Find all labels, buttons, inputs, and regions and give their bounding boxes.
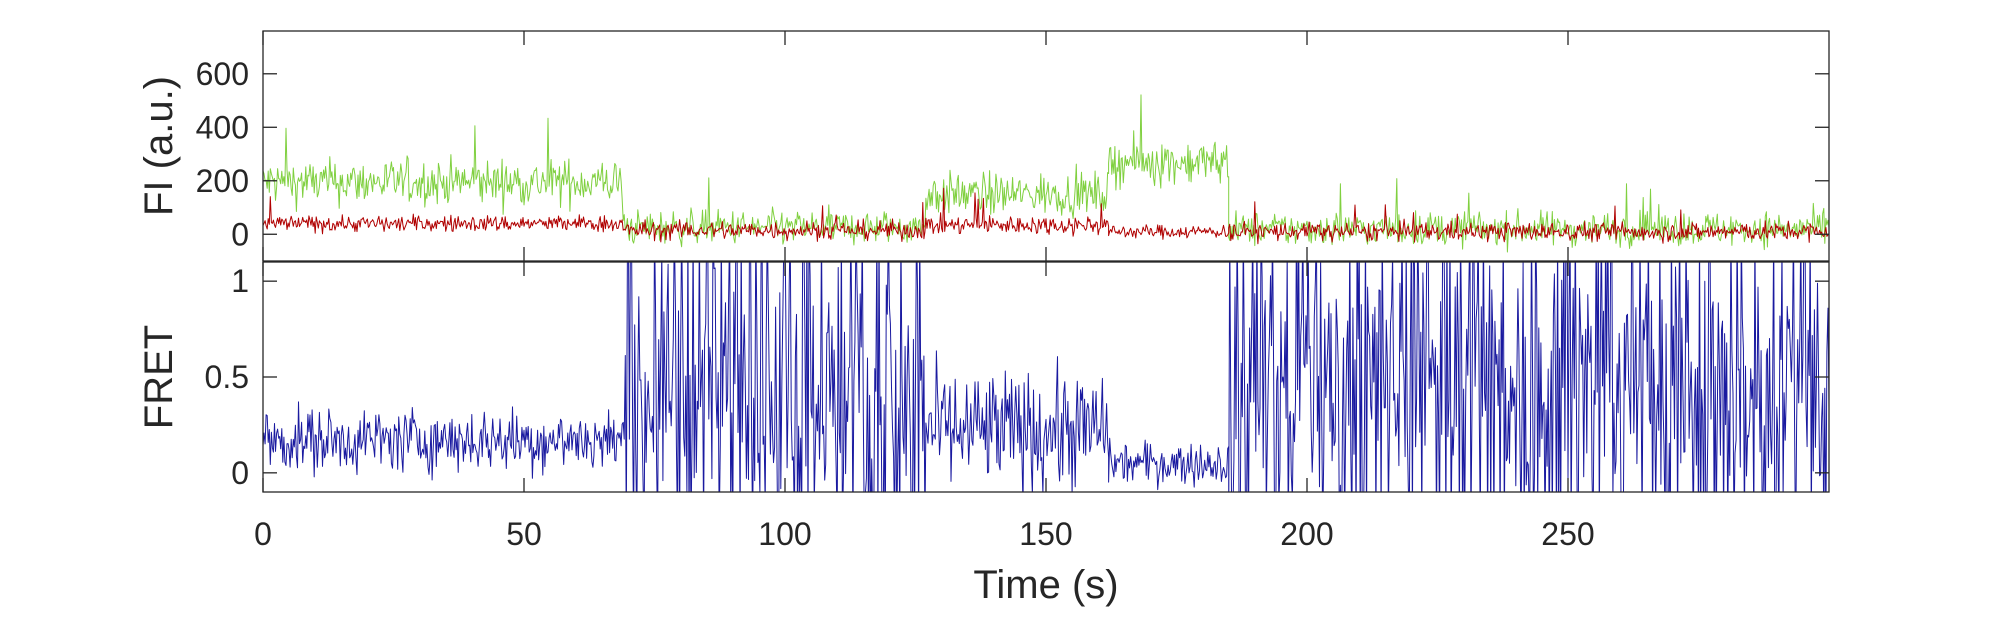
fret-panel: 00.51 0 50 100 150 200 250 FRET Time (s) (137, 31, 1830, 607)
fret-trace-0 (263, 262, 1829, 492)
intensity-y-axis-title: FI (a.u.) (137, 76, 181, 216)
time-x-tick-label: 50 (506, 516, 542, 552)
fret-y-tick-label: 0 (231, 455, 249, 491)
fret-traces (263, 262, 1829, 492)
fret-y-axis-title: FRET (137, 325, 181, 429)
fret-y-tick-label: 1 (231, 263, 249, 299)
time-x-axis-title: Time (s) (973, 563, 1118, 607)
intensity-y-tick-label: 600 (196, 56, 249, 92)
intensity-traces (263, 94, 1829, 253)
time-x-tick-label: 100 (758, 516, 811, 552)
time-x-tick-label: 0 (254, 516, 272, 552)
intensity-panel: 0 200 400 600 FI (a.u.) (137, 30, 1830, 262)
intensity-y-tick-label: 0 (231, 216, 249, 252)
time-x-tick-label: 150 (1019, 516, 1072, 552)
time-x-tick-label: 250 (1541, 516, 1594, 552)
intensity-y-tick-label: 200 (196, 163, 249, 199)
intensity-trace-1 (263, 187, 1829, 245)
intensity-y-tick-label: 400 (196, 109, 249, 145)
fret-y-tick-label: 0.5 (205, 359, 249, 395)
intensity-trace-0 (263, 94, 1829, 253)
time-x-ticks: 0 50 100 150 200 250 (254, 31, 1595, 552)
time-x-tick-label: 200 (1280, 516, 1333, 552)
intensity-y-ticks: 0 200 400 600 (196, 56, 1829, 252)
fret-y-ticks: 00.51 (205, 263, 1829, 491)
